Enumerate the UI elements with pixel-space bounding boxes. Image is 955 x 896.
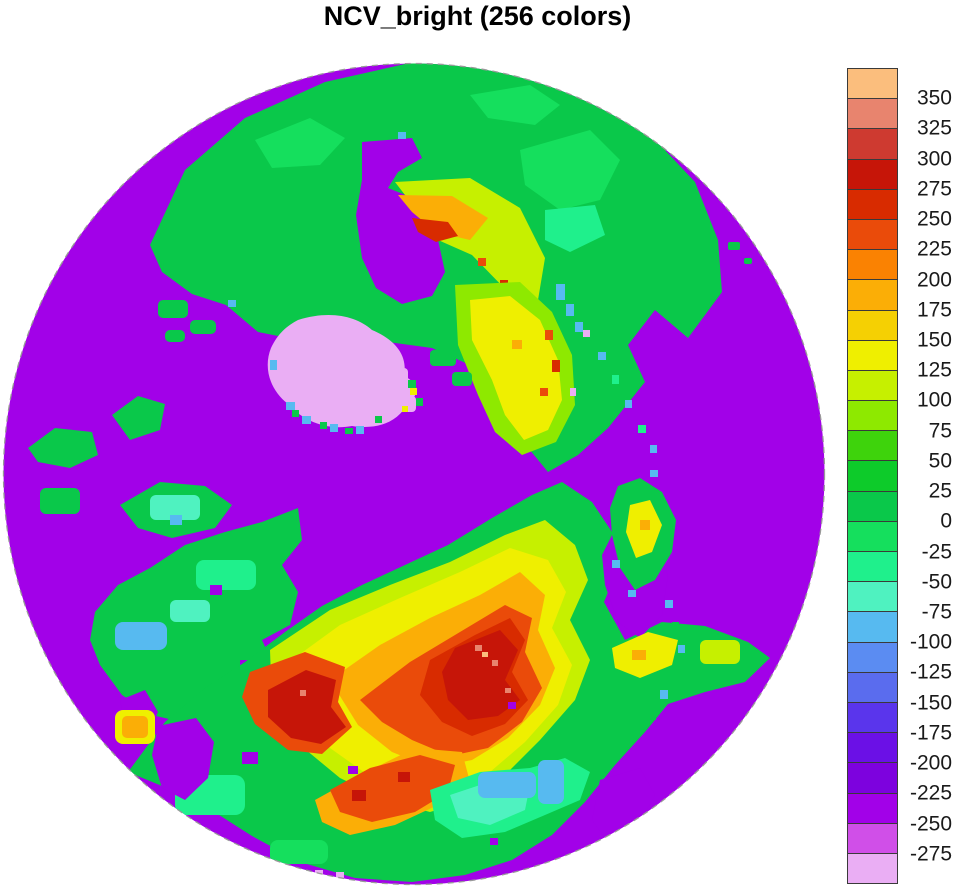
colorbar-box-19: [848, 642, 897, 673]
colorbar-box-9: [848, 340, 897, 371]
colorbar-box-0: [848, 69, 897, 100]
page-title: NCV_bright (256 colors): [323, 1, 632, 31]
colorbar-box-4: [848, 189, 897, 220]
colorbar-box-1: [848, 99, 897, 130]
map-boundary: [2, 62, 826, 886]
landmass-north: [150, 63, 722, 472]
colorbar-box-21: [848, 702, 897, 734]
colorbar-box-3: [848, 159, 897, 190]
colorbar-box-2: [848, 129, 897, 160]
colorbar-box-8: [848, 310, 897, 341]
colorbar: [847, 68, 898, 884]
landmass-south: [115, 482, 770, 882]
colorbar-box-14: [848, 491, 897, 522]
colorbar-box-23: [848, 763, 897, 794]
colorbar-box-13: [848, 461, 897, 492]
greenland-ice: [267, 315, 472, 434]
colorbar-box-11: [848, 401, 897, 432]
colorbar-box-20: [848, 672, 897, 703]
colorbar-box-26: [848, 853, 897, 884]
islands-east: [610, 242, 752, 720]
colorbar-box-5: [848, 219, 897, 251]
colorbar-box-16: [848, 552, 897, 583]
colorbar-box-12: [848, 431, 897, 462]
colorbar-box-6: [848, 250, 897, 281]
colorbar-box-17: [848, 582, 897, 613]
colorbar-box-18: [848, 612, 897, 643]
colorbar-box-10: [848, 370, 897, 402]
colorbar-box-15: [848, 521, 897, 552]
colorbar-box-25: [848, 823, 897, 854]
colorbar-box-24: [848, 793, 897, 824]
colorbar-box-22: [848, 733, 897, 764]
colorbar-box-7: [848, 280, 897, 311]
